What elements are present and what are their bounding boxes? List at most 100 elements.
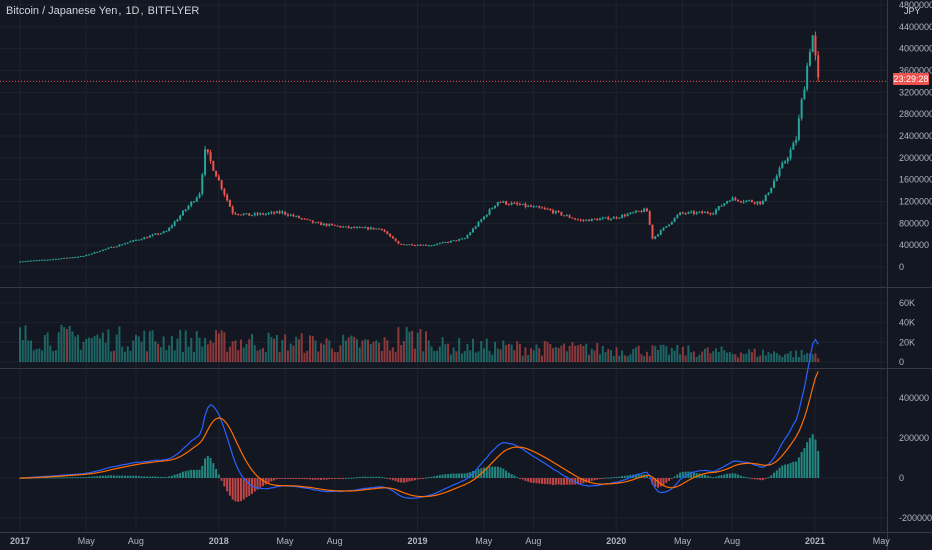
volume-bar	[259, 349, 262, 362]
macd-histogram-bar	[350, 477, 353, 479]
volume-bar	[215, 330, 218, 362]
volume-bar	[792, 357, 795, 362]
volume-bar	[521, 355, 524, 362]
price-candle	[731, 197, 734, 201]
volume-bar	[137, 336, 140, 362]
macd-histogram-bar	[659, 478, 662, 487]
time-axis-label: May	[276, 536, 294, 546]
volume-bar	[463, 351, 466, 362]
volume-bar	[803, 354, 806, 362]
macd-histogram-bar	[792, 461, 795, 478]
price-candle	[712, 213, 715, 215]
price-candle	[576, 219, 579, 221]
price-candle	[750, 200, 753, 203]
volume-bar	[538, 348, 541, 362]
price-candle	[361, 227, 364, 229]
volume-bar	[444, 344, 447, 362]
volume-bar	[764, 355, 767, 362]
price-candle	[659, 230, 662, 235]
macd-histogram-bar	[458, 473, 461, 478]
macd-histogram-bar	[651, 478, 654, 485]
price-candle	[267, 213, 270, 215]
macd-histogram-bar	[41, 477, 44, 479]
volume-bar	[659, 344, 662, 362]
macd-histogram-bar	[604, 477, 607, 479]
macd-histogram-bar	[623, 475, 626, 478]
price-candle	[806, 65, 809, 90]
price-axis-tick: 1200000	[899, 197, 932, 207]
price-candle	[364, 227, 367, 229]
volume-bar	[143, 330, 146, 362]
price-candle	[640, 211, 643, 213]
macd-axis-tick: -200000	[899, 513, 932, 523]
macd-histogram-bar	[518, 478, 521, 479]
macd-histogram-bar	[284, 478, 287, 479]
volume-bar	[574, 345, 577, 362]
macd-histogram-bar	[670, 478, 673, 479]
macd-histogram-bar	[607, 477, 610, 479]
volume-axis-tick: 20K	[899, 337, 915, 347]
macd-histogram-bar	[411, 478, 414, 481]
volume-bar	[651, 345, 654, 362]
volume-bar	[226, 351, 229, 362]
volume-bar	[281, 340, 284, 362]
macd-histogram-bar	[557, 478, 560, 485]
price-candle	[90, 253, 93, 255]
price-candle	[339, 225, 342, 228]
volume-bar	[541, 355, 544, 362]
price-axis-tick: 0	[899, 262, 904, 272]
volume-bar	[146, 351, 149, 362]
volume-bar	[433, 350, 436, 362]
price-candle	[715, 209, 718, 214]
price-candle	[485, 214, 488, 217]
volume-bar	[21, 340, 24, 362]
volume-bar	[154, 341, 157, 362]
price-candle	[599, 218, 602, 221]
macd-histogram-bar	[325, 478, 328, 480]
volume-bar	[612, 356, 615, 362]
volume-bar	[176, 338, 179, 362]
macd-histogram-bar	[168, 476, 171, 478]
volume-bar	[267, 332, 270, 362]
macd-histogram-bar	[505, 470, 508, 478]
macd-histogram-bar	[77, 477, 80, 479]
volume-axis-tick: 60K	[899, 298, 915, 308]
price-candle	[687, 212, 690, 214]
price-candle	[112, 246, 115, 248]
macd-histogram-bar	[474, 470, 477, 478]
price-candle	[726, 201, 729, 204]
price-candle	[193, 201, 196, 203]
price-candle	[654, 236, 657, 239]
macd-histogram-bar	[587, 478, 590, 483]
macd-histogram-bar	[400, 478, 403, 483]
macd-histogram-bar	[800, 452, 803, 478]
macd-histogram-bar	[281, 478, 284, 479]
price-candle	[803, 89, 806, 100]
macd-histogram-bar	[259, 478, 262, 488]
macd-histogram-bar	[466, 472, 469, 478]
macd-histogram-bar	[303, 478, 306, 480]
macd-histogram-bar	[734, 473, 737, 478]
price-candle	[262, 213, 265, 215]
price-candle	[154, 233, 157, 235]
macd-axis-tick: 0	[899, 473, 904, 483]
price-candle	[413, 245, 416, 247]
volume-bar	[389, 350, 392, 362]
price-candle	[77, 256, 80, 258]
price-candle	[181, 210, 184, 216]
price-candle	[179, 215, 182, 220]
price-candle	[228, 200, 231, 207]
price-candle	[797, 118, 800, 140]
price-candle	[275, 211, 278, 214]
price-candle	[449, 240, 452, 243]
price-candle	[237, 214, 240, 216]
macd-histogram-bar	[546, 478, 549, 485]
volume-bar	[670, 347, 673, 362]
volume-bar	[96, 334, 99, 362]
volume-bar	[275, 334, 278, 362]
price-candle	[593, 218, 596, 220]
macd-histogram-bar	[681, 471, 684, 478]
volume-bar	[554, 346, 557, 362]
price-candle	[411, 244, 414, 246]
